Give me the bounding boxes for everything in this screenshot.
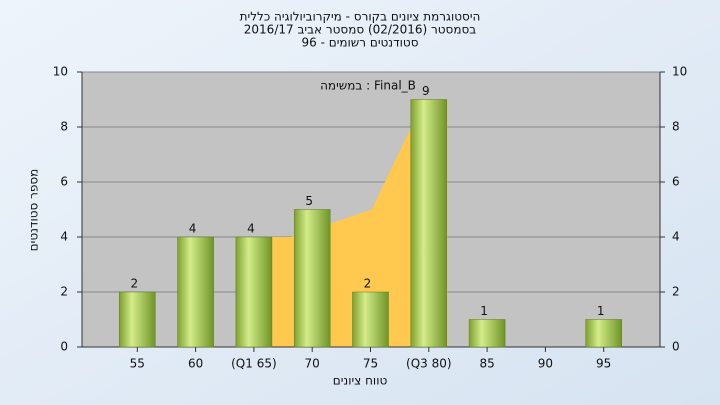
bar <box>119 291 156 348</box>
y2-tick-label: 8 <box>672 120 680 134</box>
x-tick-label: 55 <box>130 357 145 371</box>
x-tick-label: 75 <box>363 357 378 371</box>
y-axis-label: מספר סטודנטים <box>27 169 41 252</box>
data-label: 1 <box>480 304 488 318</box>
y2-tick-label: 2 <box>672 285 680 299</box>
y-tick-label: 2 <box>60 285 68 299</box>
x-tick-label: (Q3 80) <box>406 357 452 371</box>
y-tick-label: 0 <box>60 340 68 354</box>
y-tick-label: 10 <box>53 65 68 79</box>
y2-tick-label: 4 <box>672 230 680 244</box>
bar <box>352 291 389 348</box>
data-label: 2 <box>130 277 138 291</box>
chart-title: היסטוגרמת ציונים בקורס - מיקרוביולוגיה כ… <box>240 10 481 24</box>
y2-tick-label: 6 <box>672 175 680 189</box>
x-tick-label: 85 <box>479 357 494 371</box>
annotation: במשימה : Final_B <box>320 79 416 93</box>
x-tick-label: 70 <box>305 357 320 371</box>
bar <box>293 209 331 348</box>
y2-tick-label: 10 <box>672 65 687 79</box>
x-tick-label: 60 <box>188 357 203 371</box>
bar <box>585 319 622 348</box>
data-label: 4 <box>189 222 197 236</box>
bar <box>468 319 506 348</box>
y-tick-label: 6 <box>60 175 68 189</box>
bar <box>235 236 273 348</box>
x-tick-label: 90 <box>538 357 553 371</box>
chart-subtitle: בסמסטר (02/2016) סמסטר אביב 2016/17 <box>244 23 476 37</box>
bar <box>177 236 214 348</box>
y-tick-label: 4 <box>60 230 68 244</box>
x-tick-label: (Q1 65) <box>231 357 277 371</box>
data-label: 9 <box>422 84 430 98</box>
x-tick-label: 95 <box>596 357 611 371</box>
data-label: 5 <box>305 194 313 208</box>
chart-subtitle: סטודנטים רשומים - 96 <box>301 36 418 50</box>
y-tick-label: 8 <box>60 120 68 134</box>
y2-tick-label: 0 <box>672 340 680 354</box>
data-label: 2 <box>364 277 372 291</box>
bar <box>410 99 448 348</box>
x-axis-label: טווח ציונים <box>333 374 388 388</box>
data-label: 4 <box>247 222 255 236</box>
data-label: 1 <box>597 304 605 318</box>
